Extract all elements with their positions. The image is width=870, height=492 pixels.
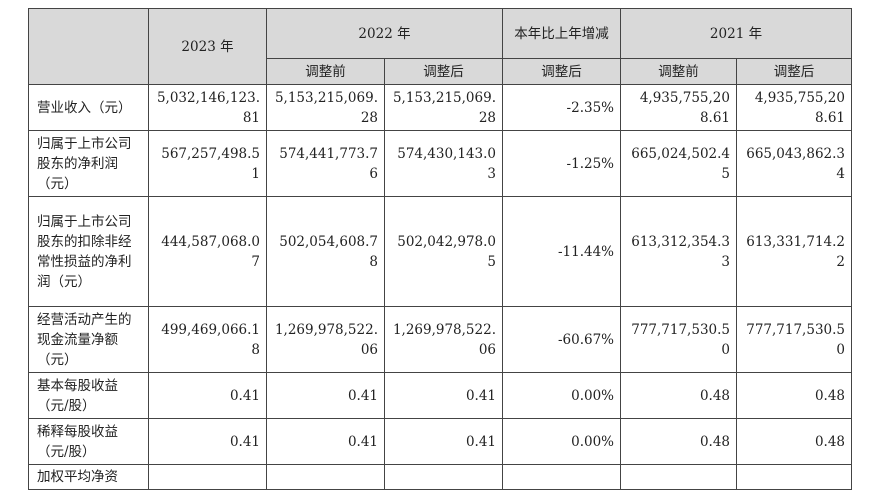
cell-2023: 0.41 — [148, 418, 267, 465]
cell-2022-after: 502,042,978.05 — [384, 196, 503, 307]
header-2023: 2023 年 — [148, 8, 267, 85]
row-label: 基本每股收益（元/股） — [28, 372, 149, 419]
cell-2023: 444,587,068.07 — [148, 196, 267, 307]
cell-2022-before: 0.41 — [266, 372, 385, 419]
cell-2021-after: 613,331,714.22 — [736, 196, 852, 307]
table-row: 稀释每股收益（元/股） 0.41 0.41 0.41 0.00% 0.48 0.… — [28, 418, 852, 465]
cell-2021-after: 4,935,755,208.61 — [736, 84, 852, 131]
row-label: 经营活动产生的现金流量净额（元） — [28, 306, 149, 373]
table-row: 归属于上市公司股东的净利润（元） 567,257,498.51 574,441,… — [28, 130, 852, 197]
header-2021-after: 调整后 — [736, 58, 852, 85]
table-row: 经营活动产生的现金流量净额（元） 499,469,066.18 1,269,97… — [28, 306, 852, 373]
table-row: 营业收入（元） 5,032,146,123.81 5,153,215,069.2… — [28, 84, 852, 131]
row-label: 稀释每股收益（元/股） — [28, 418, 149, 465]
header-change: 本年比上年增减 — [502, 8, 621, 59]
cell-2022-before: 502,054,608.78 — [266, 196, 385, 307]
table-row: 基本每股收益（元/股） 0.41 0.41 0.41 0.00% 0.48 0.… — [28, 372, 852, 419]
cell-change: -60.67% — [502, 306, 621, 373]
cell-2022-after: 5,153,215,069.28 — [384, 84, 503, 131]
header-2021: 2021 年 — [620, 8, 852, 59]
row-label: 加权平均净资 — [28, 464, 149, 490]
cell-2022-before: 1,269,978,522.06 — [266, 306, 385, 373]
cell-2021-before: 665,024,502.45 — [620, 130, 737, 197]
cell-2023: 499,469,066.18 — [148, 306, 267, 373]
header-2021-before: 调整前 — [620, 58, 737, 85]
cell-2023: 0.41 — [148, 372, 267, 419]
row-label: 营业收入（元） — [28, 84, 149, 131]
cell-2022-after: 574,430,143.03 — [384, 130, 503, 197]
table-row: 归属于上市公司股东的扣除非经常性损益的净利润（元） 444,587,068.07… — [28, 196, 852, 307]
cell-2021-before: 613,312,354.33 — [620, 196, 737, 307]
cell-2023: 5,032,146,123.81 — [148, 84, 267, 131]
cell-change: 0.00% — [502, 418, 621, 465]
header-change-after: 调整后 — [502, 58, 621, 85]
cell-change: -11.44% — [502, 196, 621, 307]
cell-2021-after: 665,043,862.34 — [736, 130, 852, 197]
cell-2021-before: 0.48 — [620, 372, 737, 419]
cell-2022-before: 574,441,773.76 — [266, 130, 385, 197]
cell-2022-after: 1,269,978,522.06 — [384, 306, 503, 373]
cell-2021-before: 4,935,755,208.61 — [620, 84, 737, 131]
cell-2022-after: 0.41 — [384, 372, 503, 419]
header-2022-after: 调整后 — [384, 58, 503, 85]
cell-2023: 567,257,498.51 — [148, 130, 267, 197]
cell-2022-before: 5,153,215,069.28 — [266, 84, 385, 131]
cell-change: 0.00% — [502, 372, 621, 419]
row-label: 归属于上市公司股东的扣除非经常性损益的净利润（元） — [28, 196, 149, 307]
cell-2021-after: 777,717,530.50 — [736, 306, 852, 373]
cell-2021-after: 0.48 — [736, 418, 852, 465]
header-corner-cell — [28, 8, 149, 85]
cell-change: -2.35% — [502, 84, 621, 131]
cell-2021-after: 0.48 — [736, 372, 852, 419]
cell-2021-before: 777,717,530.50 — [620, 306, 737, 373]
cell-2021-before: 0.48 — [620, 418, 737, 465]
cell-change: -1.25% — [502, 130, 621, 197]
financial-data-table: 2023 年 2022 年 本年比上年增减 2021 年 调整前 调整后 调整后… — [28, 8, 852, 490]
row-label: 归属于上市公司股东的净利润（元） — [28, 130, 149, 197]
header-2022-before: 调整前 — [266, 58, 385, 85]
cell-2022-after: 0.41 — [384, 418, 503, 465]
table-row-partial: 加权平均净资 — [28, 464, 852, 490]
cell-2022-before: 0.41 — [266, 418, 385, 465]
header-2022: 2022 年 — [266, 8, 503, 59]
